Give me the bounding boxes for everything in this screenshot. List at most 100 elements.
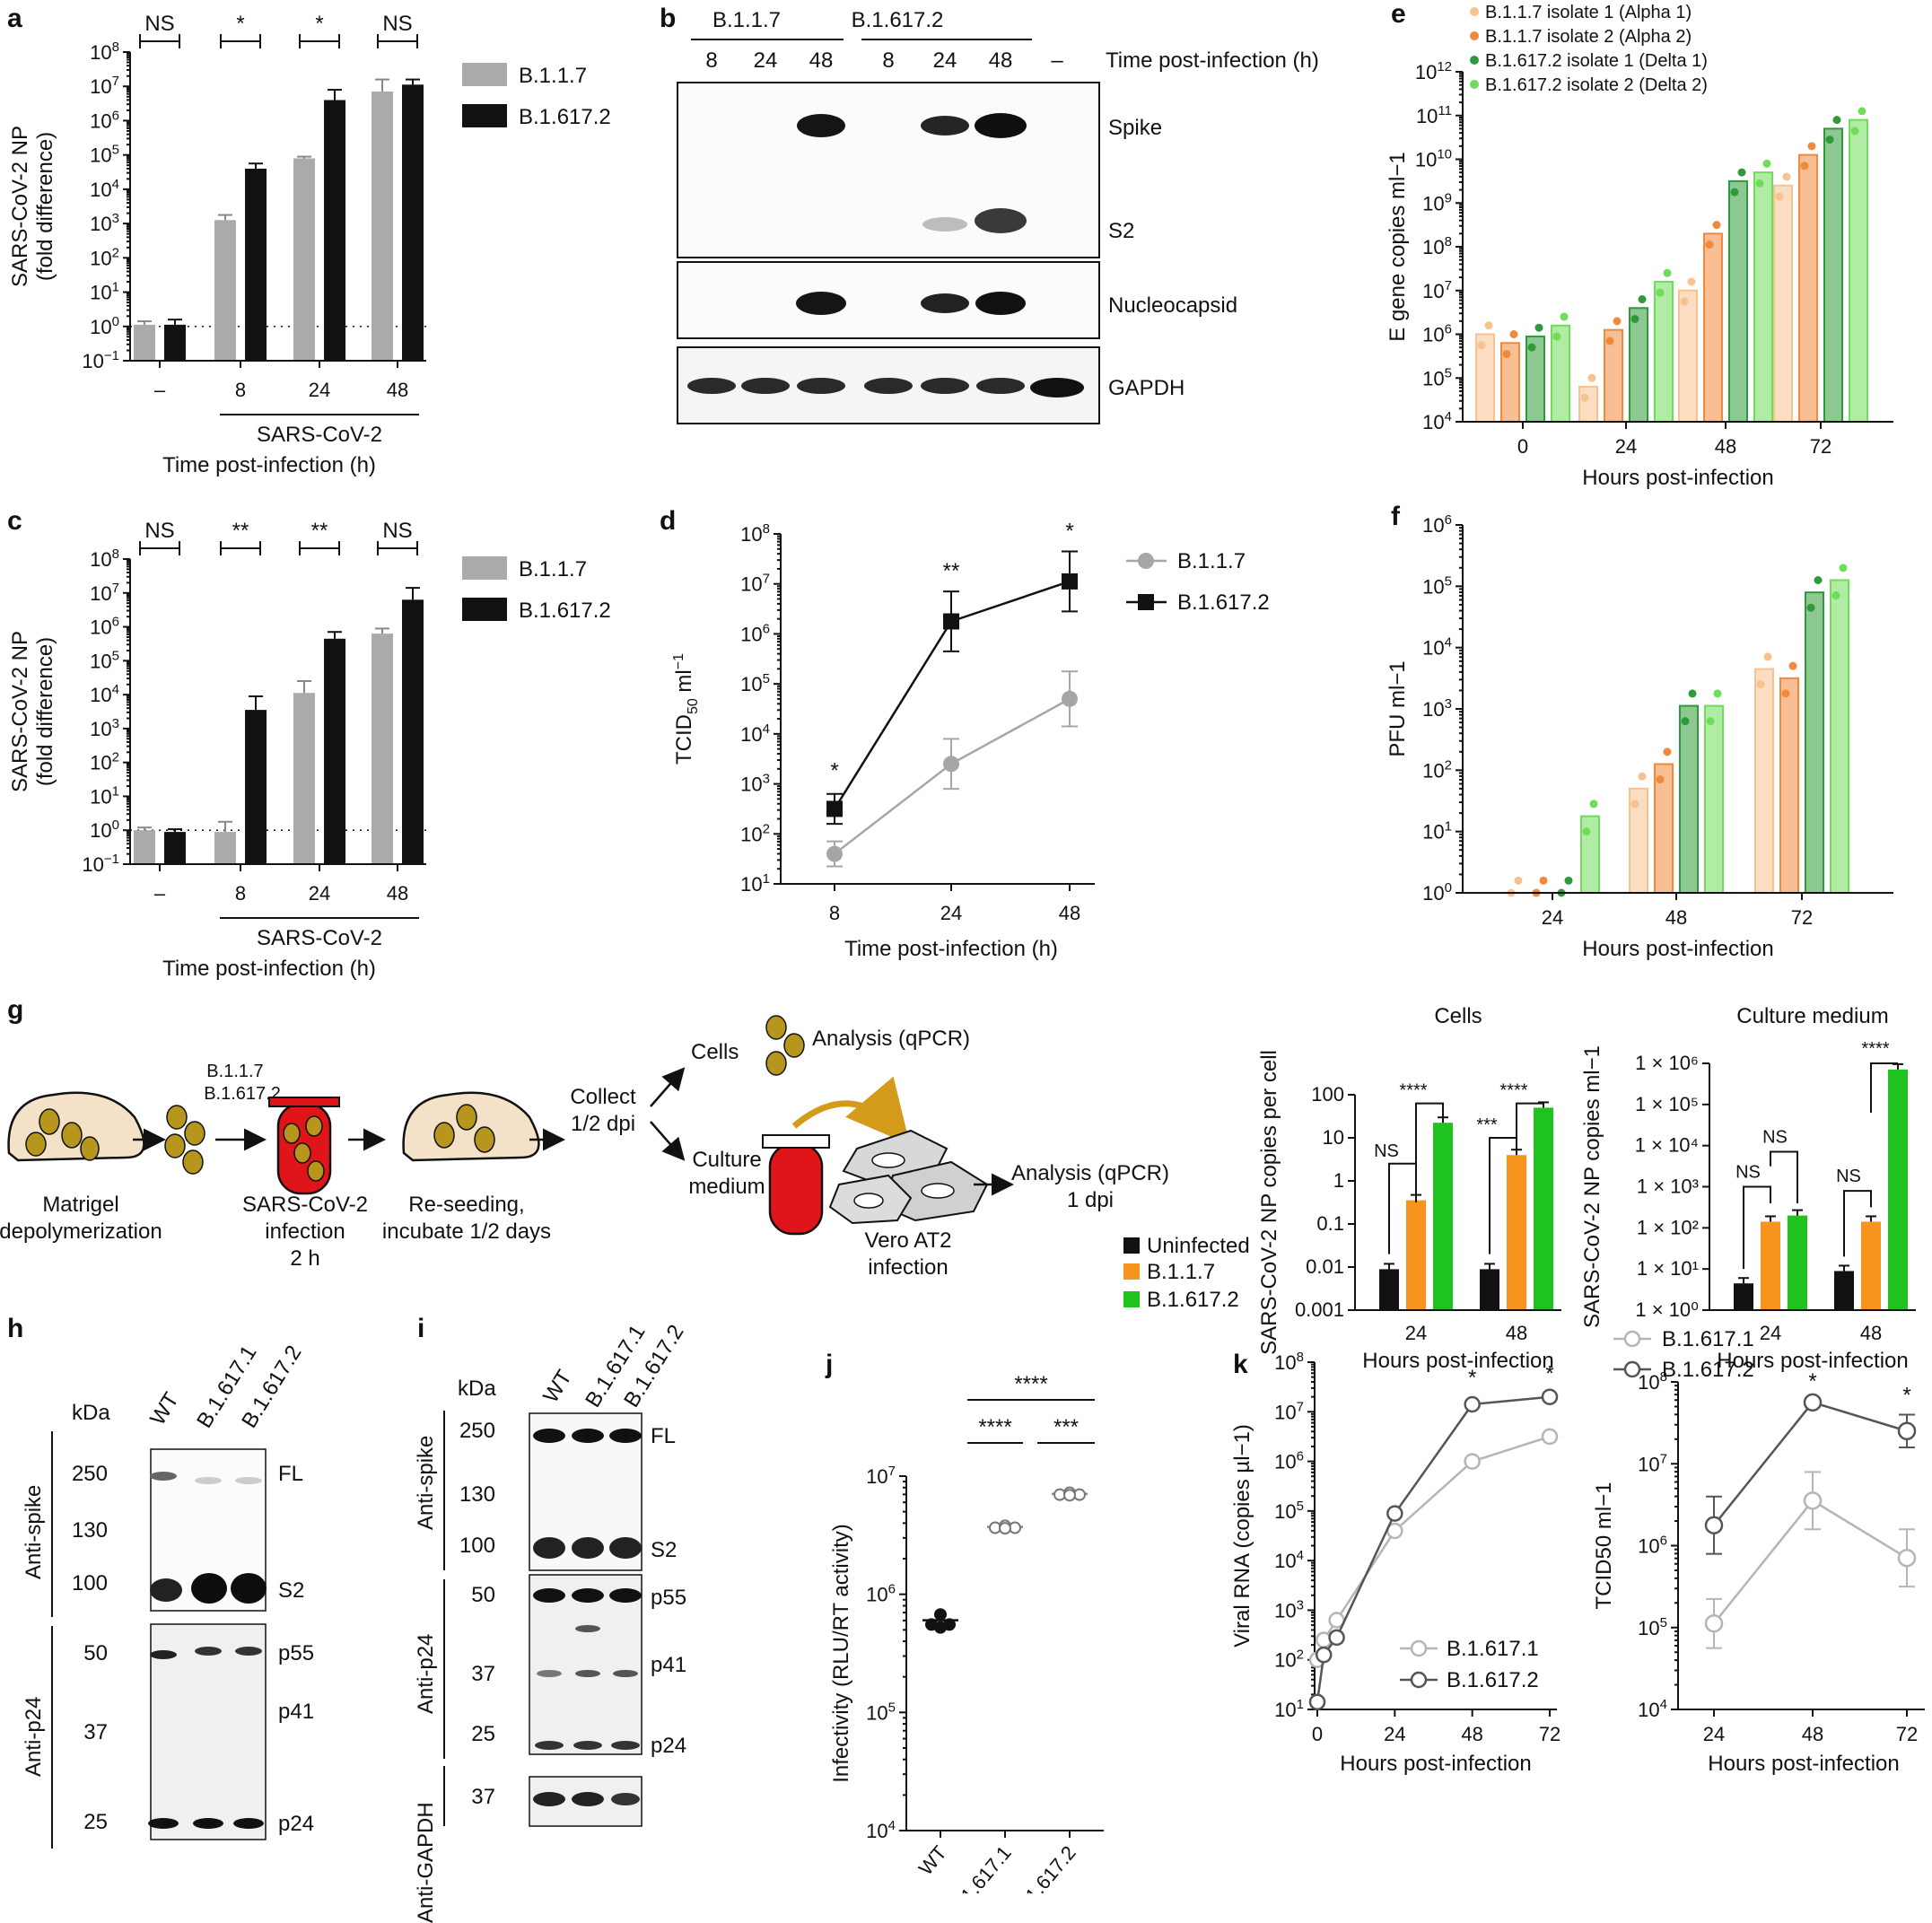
data-point bbox=[1484, 321, 1493, 330]
legend-marker bbox=[1623, 1330, 1641, 1348]
panel-g-medium: Culture medium 1 × 10⁶ 1 × 10⁵ 1 × 10⁴ 1 × 1… bbox=[1579, 996, 1932, 1386]
legend-label: B.1.617.2 bbox=[1447, 1668, 1539, 1692]
tick-label: 103 bbox=[1422, 696, 1452, 721]
band bbox=[231, 1573, 267, 1604]
significance-label: * bbox=[1065, 520, 1073, 544]
tick-label: 104 bbox=[90, 682, 119, 706]
band bbox=[235, 1647, 262, 1656]
y-axis-label: PFU ml−1 bbox=[1386, 660, 1410, 756]
band bbox=[796, 292, 846, 315]
bar bbox=[324, 638, 345, 864]
panel-label: g bbox=[7, 995, 23, 1025]
data-point bbox=[1514, 876, 1523, 885]
band bbox=[573, 1741, 602, 1750]
blot-box bbox=[677, 261, 1100, 339]
data-point bbox=[1477, 341, 1486, 350]
collect-label: 1/2 dpi bbox=[571, 1112, 635, 1136]
x-tick-label: 72 bbox=[1791, 906, 1813, 929]
marker: 130 bbox=[72, 1518, 108, 1543]
bar bbox=[1798, 153, 1818, 423]
sig-bracket bbox=[1743, 1185, 1771, 1270]
marker: 100 bbox=[72, 1571, 108, 1595]
legend-label: B.1.1.7 isolate 2 (Alpha 2) bbox=[1485, 27, 1692, 47]
panel-d: d 108 107 106 105 104 103 102 101 TCID50 ml−1 8 24… bbox=[628, 507, 1328, 983]
bar bbox=[1734, 1283, 1753, 1310]
marker: 25 bbox=[83, 1810, 108, 1834]
bar bbox=[164, 324, 186, 361]
x-tick-label: 24 bbox=[1542, 906, 1563, 929]
x-tick-label: 0 bbox=[1312, 1723, 1323, 1745]
tick-label: 107 bbox=[90, 581, 119, 605]
marker: 37 bbox=[471, 1785, 495, 1809]
band bbox=[797, 114, 845, 137]
y-axis-label: SARS-CoV-2 NP copies ml−1 bbox=[1580, 1045, 1604, 1328]
marker: 250 bbox=[459, 1419, 495, 1443]
x-tick-label: 48 bbox=[1506, 1322, 1527, 1344]
x-tick-label: 24 bbox=[309, 882, 330, 905]
panel-b: b B.1.1.7 B.1.617.2 8 24 48 8 24 48 – Ti… bbox=[628, 0, 1346, 440]
data-point bbox=[1580, 393, 1589, 402]
panel-label: c bbox=[7, 507, 22, 536]
y-axis-label: E gene copies ml−1 bbox=[1386, 152, 1410, 341]
group-label: SARS-CoV-2 bbox=[257, 926, 382, 950]
panel-label: b bbox=[660, 4, 676, 33]
bar bbox=[1830, 579, 1849, 894]
organoid bbox=[765, 1015, 787, 1040]
step-label: infection bbox=[265, 1219, 345, 1244]
band-label: S2 bbox=[278, 1578, 304, 1603]
legend-label: B.1.617.1 bbox=[1662, 1328, 1754, 1351]
organoid bbox=[39, 1108, 60, 1135]
data-point bbox=[1688, 689, 1697, 698]
legend-label: B.1.617.1 bbox=[1447, 1637, 1539, 1661]
organoid bbox=[783, 1033, 805, 1058]
antibody-label: Anti-GAPDH bbox=[414, 1802, 438, 1923]
tick-label: 104 bbox=[1274, 1548, 1304, 1572]
x-axis-label: Time post-infection (h) bbox=[844, 937, 1058, 961]
legend-marker bbox=[1470, 31, 1479, 40]
legend-swatch bbox=[462, 556, 507, 580]
data-point bbox=[1803, 1393, 1823, 1412]
medium-label: Culture bbox=[692, 1148, 761, 1172]
sig-bracket bbox=[1516, 1102, 1543, 1138]
tick-label: 1 × 10³ bbox=[1637, 1176, 1699, 1198]
x-tick-label: 24 bbox=[1405, 1322, 1427, 1344]
x-tick-label: B.1.617.1 bbox=[944, 1841, 1016, 1893]
tick-label: 1 × 10⁰ bbox=[1635, 1298, 1699, 1321]
bar bbox=[1823, 127, 1843, 423]
band bbox=[609, 1429, 642, 1443]
bar bbox=[1678, 289, 1698, 423]
tick-label: 105 bbox=[90, 648, 119, 672]
significance-label: **** bbox=[1014, 1372, 1047, 1396]
marker: 37 bbox=[471, 1662, 495, 1686]
data-point bbox=[1897, 1421, 1917, 1440]
time-label: Time post-infection (h) bbox=[1106, 48, 1319, 73]
tick-label: 1012 bbox=[1415, 59, 1452, 83]
tick-label: 10−1 bbox=[82, 852, 119, 876]
band bbox=[1030, 378, 1084, 398]
data-point bbox=[1541, 1388, 1559, 1405]
tick-label: 103 bbox=[740, 772, 770, 796]
legend-label: B.1.1.7 bbox=[519, 64, 587, 88]
chart-c: c 108 107 106 105 104 103 102 101 100 10−1 SARS-Co… bbox=[7, 507, 611, 981]
analysis-label: Analysis (qPCR) bbox=[1011, 1161, 1169, 1185]
band bbox=[797, 378, 845, 394]
data-point bbox=[1560, 312, 1569, 321]
transfer-arrow bbox=[791, 1076, 911, 1145]
tick-label: 106 bbox=[90, 615, 119, 639]
panel-label: i bbox=[417, 1314, 424, 1343]
band bbox=[922, 217, 967, 232]
bar bbox=[1788, 1215, 1807, 1310]
bar bbox=[1406, 1200, 1426, 1310]
tick-label: 105 bbox=[1422, 365, 1452, 389]
data-point bbox=[1706, 717, 1715, 726]
band-label: Spike bbox=[1108, 116, 1162, 140]
tick-label: 1010 bbox=[1415, 147, 1452, 171]
band bbox=[741, 378, 790, 394]
legend-label: B.1.1.7 bbox=[1177, 549, 1246, 573]
data-point bbox=[1806, 603, 1815, 612]
chart-g-medium: Culture medium 1 × 10⁶ 1 × 10⁵ 1 × 10⁴ 1 × 1… bbox=[1580, 1004, 1916, 1373]
legend-label: B.1.617.2 bbox=[1177, 590, 1270, 615]
significance-label: * bbox=[1902, 1384, 1910, 1408]
y-axis-label: Viral RNA (copies µl−1) bbox=[1230, 1424, 1254, 1648]
bar bbox=[372, 634, 393, 864]
